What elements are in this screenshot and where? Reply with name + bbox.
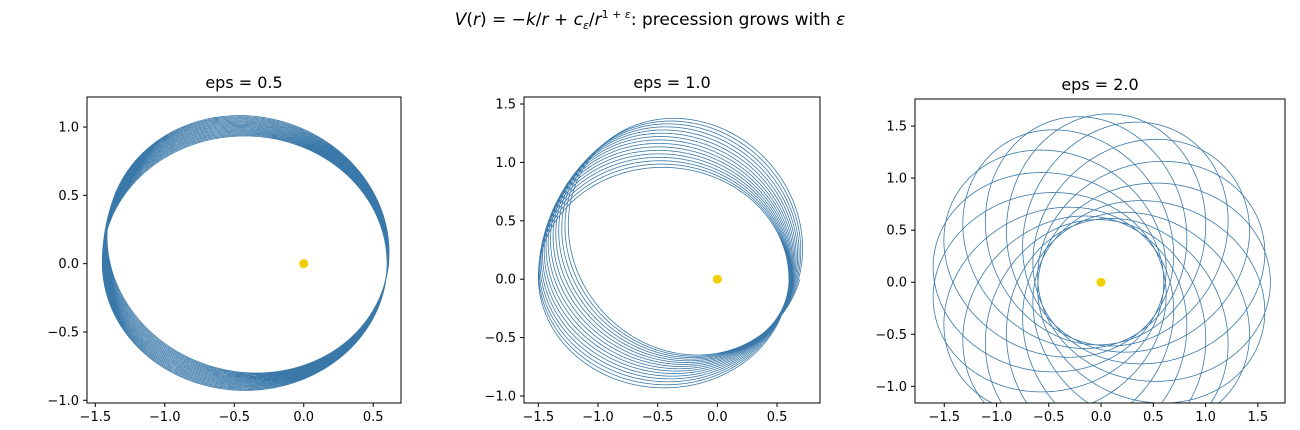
x-tick-label: −1.0 xyxy=(981,410,1013,425)
y-tick-label: −0.5 xyxy=(47,325,79,340)
y-tick-label: 0.0 xyxy=(886,276,907,291)
orbit-trace xyxy=(537,117,804,389)
x-tick-label: 0.0 xyxy=(293,410,314,425)
subplot-3: eps = 2.0 −1.5 −1.0 −0.5 0.0 0.5 1.0 1.5 −1.0 −0.… xyxy=(875,75,1286,425)
subplot-title: eps = 1.0 xyxy=(633,73,710,92)
x-tick-label: −1.5 xyxy=(80,410,112,425)
x-tick-label: 0.5 xyxy=(363,410,384,425)
subplot-title: eps = 2.0 xyxy=(1061,75,1138,94)
x-tick-label: −1.0 xyxy=(149,410,181,425)
y-tick-label: −0.5 xyxy=(875,328,907,343)
y-tick-label: 0.0 xyxy=(495,273,516,288)
central-mass-marker xyxy=(712,274,722,284)
orbit-trace xyxy=(101,115,390,391)
y-tick-label: −1.0 xyxy=(484,389,516,404)
x-tick-label: −0.5 xyxy=(1033,410,1065,425)
subplot-1: eps = 0.5−1.5 −1.0 −0.5 0.0 0.5−1.0−0.50.00.… xyxy=(47,73,402,425)
y-tick-label: 1.5 xyxy=(886,120,907,135)
y-tick-label: −1.0 xyxy=(875,380,907,395)
y-tick-label: 0.5 xyxy=(886,224,907,239)
orbit-trace xyxy=(932,113,1271,403)
x-tick-label: −1.5 xyxy=(523,410,555,425)
x-tick-label: −0.5 xyxy=(642,410,674,425)
x-tick-label: 1.5 xyxy=(1247,410,1268,425)
central-mass-marker xyxy=(1096,277,1106,287)
axes-frame xyxy=(523,96,821,404)
y-tick-label: 1.0 xyxy=(495,156,516,171)
y-tick-label: 1.0 xyxy=(58,121,79,136)
figure-suptitle: V(r) = −k/r + cε/r1 + ε: precession grow… xyxy=(455,8,846,32)
subplot-title: eps = 0.5 xyxy=(205,73,282,92)
x-tick-label: −0.5 xyxy=(218,410,250,425)
central-mass-marker xyxy=(299,259,309,269)
subplot-2: eps = 1.0 −1.5 −1.0 −0.5 0.0 0.5 −1.0 −0.5 0.0 0.… xyxy=(484,73,821,425)
y-tick-label: 1.0 xyxy=(886,172,907,187)
y-tick-label: 1.5 xyxy=(495,98,516,113)
x-tick-label: 0.0 xyxy=(707,410,728,425)
x-tick-label: −1.0 xyxy=(582,410,614,425)
y-tick-label: −0.5 xyxy=(484,331,516,346)
x-tick-label: 0.0 xyxy=(1091,410,1112,425)
y-tick-label: −1.0 xyxy=(47,394,79,409)
x-tick-label: 1.0 xyxy=(1195,410,1216,425)
x-tick-label: −1.5 xyxy=(928,410,960,425)
y-tick-label: 0.0 xyxy=(58,257,79,272)
x-tick-label: 0.5 xyxy=(767,410,788,425)
subplots: eps = 0.5−1.5 −1.0 −0.5 0.0 0.5−1.0−0.50.00.… xyxy=(47,73,1286,425)
x-tick-label: 0.5 xyxy=(1143,410,1164,425)
y-tick-label: 0.5 xyxy=(58,189,79,204)
axes-frame xyxy=(914,98,1286,404)
y-tick-label: 0.5 xyxy=(495,214,516,229)
axes-frame xyxy=(86,96,402,404)
